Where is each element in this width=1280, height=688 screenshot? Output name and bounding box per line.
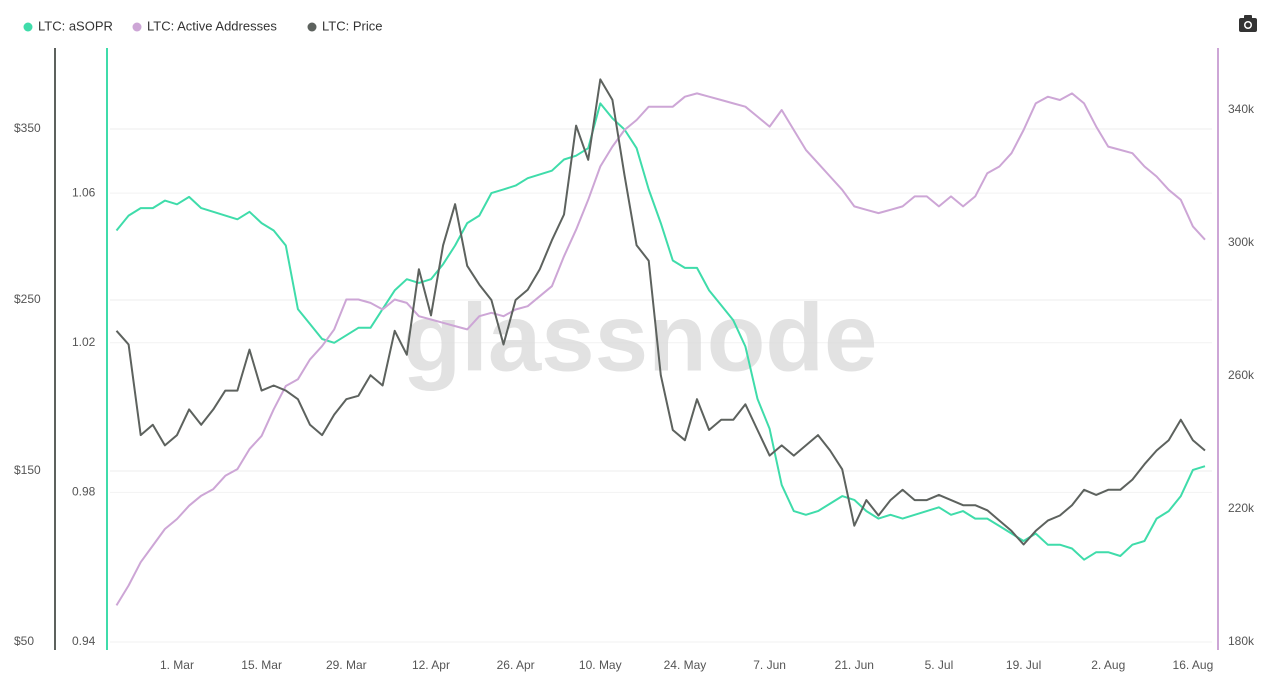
x-tick-label: 16. Aug <box>1173 658 1214 672</box>
legend-item[interactable]: LTC: Active Addresses <box>132 18 278 33</box>
x-tick-label: 15. Mar <box>241 658 282 672</box>
x-tick-label: 5. Jul <box>925 658 954 672</box>
x-tick-label: 19. Jul <box>1006 658 1041 672</box>
x-tick-label: 7. Jun <box>753 658 786 672</box>
x-tick-label: 26. Apr <box>497 658 535 672</box>
addresses-tick-label: 180k <box>1228 634 1255 648</box>
camera-icon[interactable] <box>1239 15 1257 32</box>
x-tick-label: 21. Jun <box>835 658 874 672</box>
price-tick-label: $50 <box>14 634 34 648</box>
legend-label: LTC: aSOPR <box>38 18 113 33</box>
x-tick-label: 24. May <box>664 658 707 672</box>
x-tick-label: 2. Aug <box>1091 658 1125 672</box>
addresses-tick-label: 300k <box>1228 235 1255 249</box>
legend-label: LTC: Active Addresses <box>147 18 277 33</box>
asopr-tick-label: 0.94 <box>72 634 96 648</box>
legend-swatch <box>307 22 317 32</box>
addresses-tick-label: 220k <box>1228 501 1255 515</box>
x-tick-label: 10. May <box>579 658 622 672</box>
legend-swatch <box>132 22 142 32</box>
x-tick-label: 1. Mar <box>160 658 194 672</box>
asopr-tick-label: 0.98 <box>72 485 96 499</box>
price-tick-label: $250 <box>14 292 41 306</box>
asopr-tick-label: 1.02 <box>72 335 96 349</box>
legend-label: LTC: Price <box>322 18 382 33</box>
watermark: glassnode <box>403 284 878 391</box>
asopr-tick-label: 1.06 <box>72 185 96 199</box>
legend-item[interactable]: LTC: Price <box>307 18 383 33</box>
legend-swatch <box>23 22 33 32</box>
camera-top <box>1244 15 1252 19</box>
series-line <box>115 78 1206 546</box>
price-tick-label: $350 <box>14 121 41 135</box>
camera-lens-inner <box>1245 22 1251 28</box>
legend-item[interactable]: LTC: aSOPR <box>23 18 113 33</box>
x-tick-label: 29. Mar <box>326 658 367 672</box>
series-line <box>115 92 1206 606</box>
addresses-tick-label: 340k <box>1228 102 1255 116</box>
addresses-tick-label: 260k <box>1228 368 1255 382</box>
price-tick-label: $150 <box>14 463 41 477</box>
x-tick-label: 12. Apr <box>412 658 450 672</box>
series-line <box>115 102 1206 561</box>
